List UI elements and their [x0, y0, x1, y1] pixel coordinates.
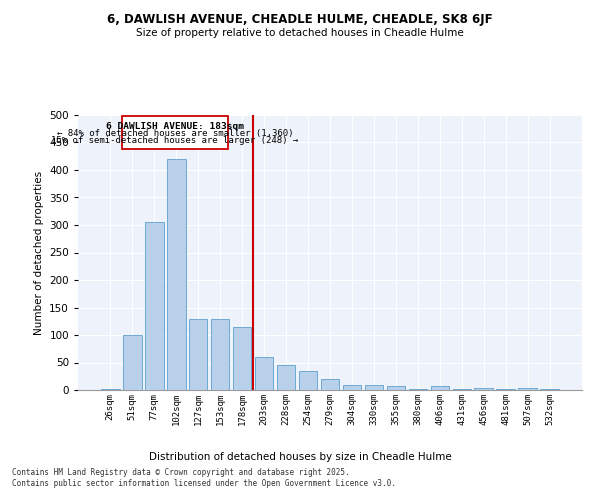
Bar — [255, 357, 274, 390]
Bar — [431, 386, 449, 390]
Bar — [145, 222, 164, 390]
Y-axis label: Number of detached properties: Number of detached properties — [34, 170, 44, 334]
Text: Distribution of detached houses by size in Cheadle Hulme: Distribution of detached houses by size … — [149, 452, 451, 462]
Bar — [386, 386, 405, 390]
Bar — [189, 318, 208, 390]
Bar — [277, 365, 295, 390]
Bar — [475, 388, 493, 390]
Text: 6, DAWLISH AVENUE, CHEADLE HULME, CHEADLE, SK8 6JF: 6, DAWLISH AVENUE, CHEADLE HULME, CHEADL… — [107, 12, 493, 26]
Bar — [101, 389, 119, 390]
Text: Size of property relative to detached houses in Cheadle Hulme: Size of property relative to detached ho… — [136, 28, 464, 38]
Bar — [299, 371, 317, 390]
Bar — [320, 379, 340, 390]
Text: ← 84% of detached houses are smaller (1,360): ← 84% of detached houses are smaller (1,… — [57, 130, 293, 138]
Text: 15% of semi-detached houses are larger (248) →: 15% of semi-detached houses are larger (… — [52, 136, 299, 145]
Text: 6 DAWLISH AVENUE: 183sqm: 6 DAWLISH AVENUE: 183sqm — [106, 122, 244, 130]
Bar — [123, 335, 142, 390]
Bar — [211, 318, 229, 390]
Bar — [365, 384, 383, 390]
Bar — [167, 159, 185, 390]
Bar — [343, 384, 361, 390]
Bar — [233, 327, 251, 390]
Text: Contains HM Land Registry data © Crown copyright and database right 2025.
Contai: Contains HM Land Registry data © Crown c… — [12, 468, 396, 487]
Bar — [518, 388, 537, 390]
FancyBboxPatch shape — [122, 116, 228, 149]
